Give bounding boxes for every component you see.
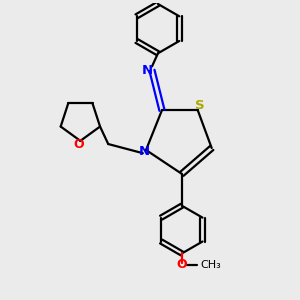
Text: CH₃: CH₃	[200, 260, 221, 270]
Text: S: S	[195, 98, 205, 112]
Text: O: O	[176, 258, 187, 271]
Text: N: N	[139, 145, 150, 158]
Text: O: O	[73, 138, 84, 151]
Text: N: N	[141, 64, 152, 77]
